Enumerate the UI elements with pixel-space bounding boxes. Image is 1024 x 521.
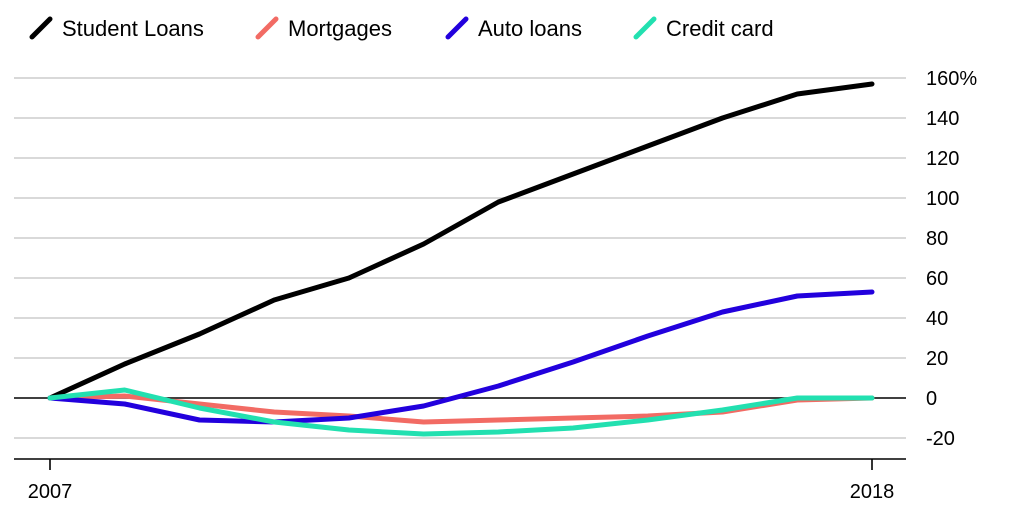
y-tick-label: 20 bbox=[926, 348, 948, 370]
legend-item-auto-loans: Auto loans bbox=[445, 16, 582, 41]
legend-label: Mortgages bbox=[288, 16, 392, 41]
legend-label: Auto loans bbox=[478, 16, 582, 41]
y-tick-label: 160% bbox=[926, 68, 977, 90]
y-tick-label: 0 bbox=[926, 388, 937, 410]
legend-label: Student Loans bbox=[62, 16, 204, 41]
y-tick-label: -20 bbox=[926, 428, 955, 450]
series-line-auto-loans bbox=[47, 289, 875, 425]
y-tick-label: 120 bbox=[926, 148, 959, 170]
legend-swatch bbox=[633, 16, 657, 40]
x-axis: 2007 2018 bbox=[14, 458, 906, 503]
gridlines bbox=[14, 77, 906, 439]
y-tick-label: 40 bbox=[926, 308, 948, 330]
x-tick-label: 2018 bbox=[850, 481, 895, 503]
legend-item-mortgages: Mortgages bbox=[255, 16, 392, 41]
y-axis-ticks: -20 0 20 40 60 80 100 120 140 160% bbox=[926, 68, 977, 450]
legend: Student Loans Mortgages Auto loans Credit c… bbox=[29, 16, 774, 41]
series-line-credit-card bbox=[47, 387, 875, 437]
legend-item-student-loans: Student Loans bbox=[29, 16, 204, 41]
series-line-student-loans bbox=[47, 81, 875, 401]
legend-item-credit-card: Credit card bbox=[633, 16, 774, 41]
legend-label: Credit card bbox=[666, 16, 774, 41]
legend-swatch bbox=[445, 16, 469, 40]
y-tick-label: 80 bbox=[926, 228, 948, 250]
y-tick-label: 140 bbox=[926, 108, 959, 130]
y-tick-label: 100 bbox=[926, 188, 959, 210]
legend-swatch bbox=[255, 16, 279, 40]
legend-swatch bbox=[29, 16, 53, 40]
x-tick-label: 2007 bbox=[28, 481, 73, 503]
y-tick-label: 60 bbox=[926, 268, 948, 290]
series-lines bbox=[47, 81, 875, 437]
